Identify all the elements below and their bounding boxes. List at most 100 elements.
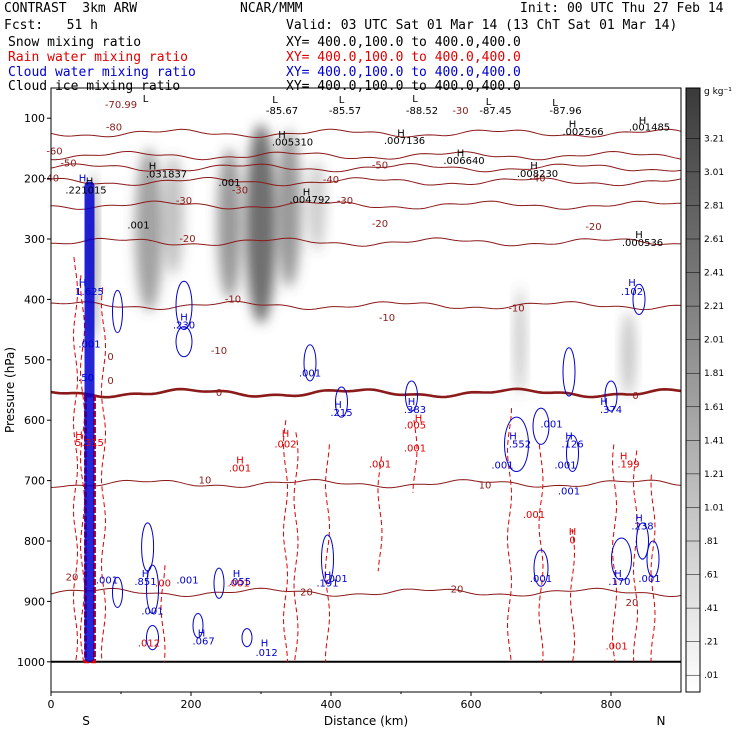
cloud-water-contour xyxy=(405,380,418,412)
cloud-water-label: .001 xyxy=(78,340,100,351)
rain-contour xyxy=(569,528,576,662)
cloud-water-label: H xyxy=(142,569,150,580)
rain-contour xyxy=(324,444,331,662)
cloud-water-contour xyxy=(192,612,204,639)
temperature-label: 20 xyxy=(451,584,464,595)
snow-label: -85.67 xyxy=(266,106,298,117)
cloud-water-contour xyxy=(146,625,159,651)
colorbar-label: 1.41 xyxy=(704,436,724,446)
field-snow-xy: XY= 400.0,100.0 to 400.0,400.0 xyxy=(286,35,521,50)
temperature-contour xyxy=(51,237,682,247)
rain-label: .005 xyxy=(404,421,426,432)
north-label: N xyxy=(657,714,666,728)
rain-label: .199 xyxy=(617,459,639,470)
rain-label: H xyxy=(75,430,83,441)
rain-label: .002 xyxy=(274,439,296,450)
rain-contour xyxy=(611,444,618,662)
snow-label: H xyxy=(530,161,538,172)
rain-contour xyxy=(282,420,289,662)
cloud-water-label: H xyxy=(614,569,622,580)
snow-label: H xyxy=(569,119,577,130)
snow-shading-cell xyxy=(308,160,326,252)
temperature-label: 0 xyxy=(632,391,638,402)
temperature-label: -30 xyxy=(232,186,248,197)
cloud-water-label: .001 xyxy=(176,575,198,586)
rain-contour xyxy=(412,420,418,493)
cloud-water-label: .170 xyxy=(608,577,630,588)
snow-label: H xyxy=(86,177,94,188)
cloud-water-contour xyxy=(632,283,646,315)
colorbar-label: 2.01 xyxy=(704,336,724,346)
snow-label: .008230 xyxy=(517,169,558,180)
x-tick-label: 200 xyxy=(181,698,202,711)
cloud-water-label: H xyxy=(565,432,573,443)
x-tick-label: 400 xyxy=(321,698,342,711)
cloud-water-label: H xyxy=(324,570,332,581)
cloud-water-label: 1.625 xyxy=(75,287,104,298)
y-tick-label: 200 xyxy=(24,173,45,186)
field-cloudwater-name: Cloud water mixing ratio xyxy=(8,65,196,80)
cloud-water-contour xyxy=(504,416,529,473)
colorbar-label: .01 xyxy=(704,671,718,681)
cloud-water-label: H xyxy=(233,569,241,580)
cloud-water-label: .001 xyxy=(554,461,576,472)
temperature-label: 20 xyxy=(626,598,639,609)
cloud-water-contour xyxy=(175,280,193,331)
rain-contour xyxy=(538,444,544,662)
y-tick-label: 100 xyxy=(24,112,45,125)
init-time: Init: 00 UTC Thu 27 Feb 14 xyxy=(520,1,724,16)
cloud-water-contour xyxy=(303,344,317,382)
x-axis-label: Distance (km) xyxy=(324,714,408,728)
colorbar-label: 1.01 xyxy=(704,503,724,513)
temperature-label: 10 xyxy=(199,476,212,487)
cloud-water-contour xyxy=(175,326,193,358)
temperature-contour xyxy=(50,150,682,161)
temperature-label: -40 xyxy=(529,174,545,185)
snow-label: H xyxy=(635,230,643,241)
colorbar-label: 2.81 xyxy=(704,201,724,211)
rain-label: 0 xyxy=(569,535,575,546)
temperature-contour xyxy=(50,300,682,311)
x-tick-label: 0 xyxy=(48,698,55,711)
cloud-water-label: .001 xyxy=(491,461,513,472)
temperature-label: -10 xyxy=(379,313,395,324)
colorbar-label: .81 xyxy=(704,537,718,547)
cloud-water-label: .001 xyxy=(638,574,660,585)
snow-label: .001 xyxy=(127,221,149,232)
cloud-water-label: .102 xyxy=(621,287,643,298)
cloud-water-contour xyxy=(562,347,576,397)
cloud-water-label: .001 xyxy=(325,574,347,585)
field-snow-name: Snow mixing ratio xyxy=(8,35,142,50)
snow-shading-cell xyxy=(621,311,636,397)
y-tick-label: 1000 xyxy=(17,656,45,669)
temperature-label: 0 xyxy=(107,352,113,363)
cloud-water-contour xyxy=(112,576,123,608)
plot-frame xyxy=(50,87,682,693)
y-tick-label: 300 xyxy=(24,233,45,246)
cloud-water-contour xyxy=(321,534,334,584)
cloud-water-label: H xyxy=(600,397,608,408)
rain-label: .001 xyxy=(369,459,391,470)
rain-contour xyxy=(100,287,107,662)
rain-label: .001 xyxy=(227,578,249,589)
cloud-water-contour xyxy=(566,434,579,473)
x-tick-label: 800 xyxy=(601,698,622,711)
colorbar-label: 2.41 xyxy=(704,269,724,279)
temperature-label: 20 xyxy=(66,572,79,583)
rain-contour xyxy=(72,257,79,662)
cloud-water-label: .001 xyxy=(96,575,118,586)
cloud-water-label: .374 xyxy=(600,405,622,416)
temperature-contour xyxy=(50,587,682,598)
temperature-label: -40 xyxy=(323,175,339,186)
y-tick-label: 600 xyxy=(24,414,45,427)
valid-time: Valid: 03 UTC Sat 01 Mar 14 (13 ChT Sat … xyxy=(286,18,678,33)
snow-label: L xyxy=(272,95,278,106)
rain-label: 5.315 xyxy=(75,438,104,449)
snow-shading-cell xyxy=(245,124,277,324)
field-cloudice-name: Cloud ice mixing ratio xyxy=(8,79,181,94)
temperature-label: -50 xyxy=(372,160,388,171)
snow-label: .002566 xyxy=(562,127,603,138)
temperature-label: -20 xyxy=(372,219,388,230)
temperature-label: -10 xyxy=(225,294,241,305)
